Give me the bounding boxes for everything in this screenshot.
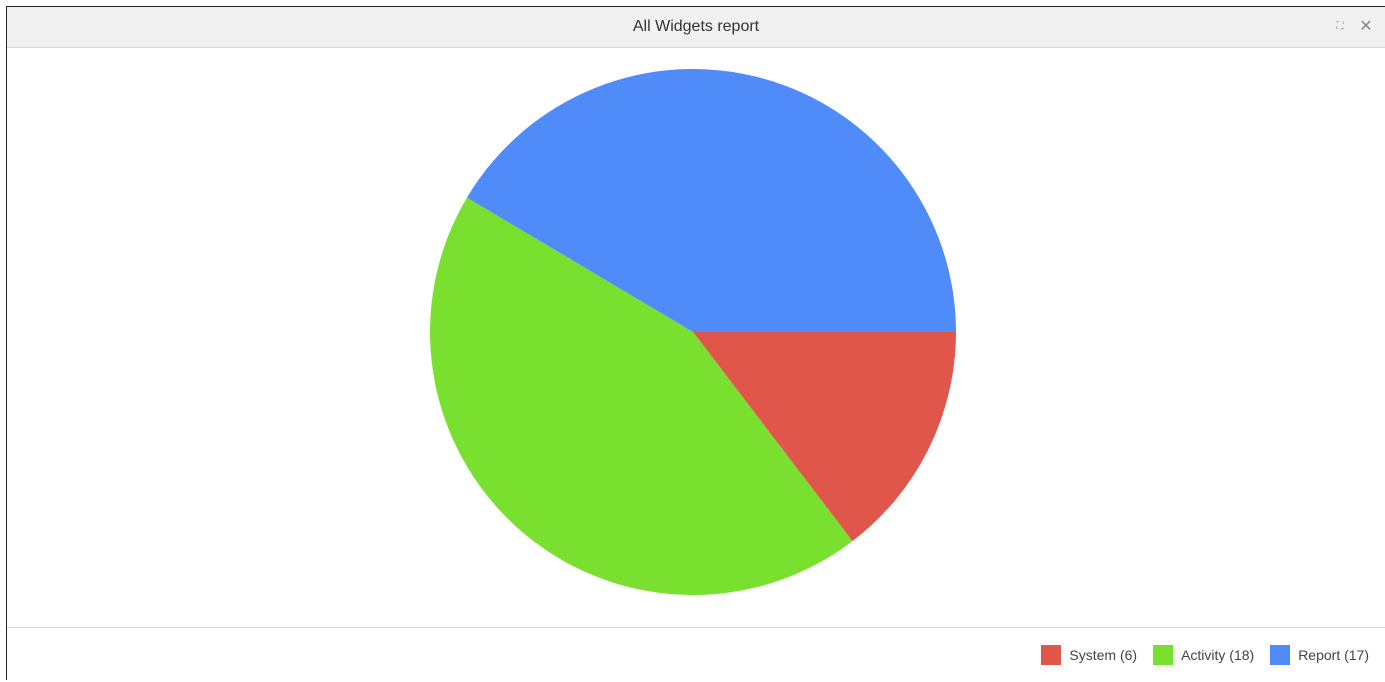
legend-label: System (6) xyxy=(1069,647,1138,663)
close-icon[interactable]: ✕ xyxy=(1359,18,1373,35)
legend-swatch xyxy=(1153,645,1174,665)
legend-item-report[interactable]: Report (17) xyxy=(1270,645,1369,665)
legend-label: Activity (18) xyxy=(1181,647,1255,663)
legend-swatch xyxy=(1270,645,1291,665)
legend-label: Report (17) xyxy=(1298,647,1369,663)
pie-chart xyxy=(429,68,956,595)
legend-item-activity[interactable]: Activity (18) xyxy=(1153,645,1254,665)
panel-title: All Widgets report xyxy=(632,18,760,35)
panel-header: All Widgets report ⛶ ✕ xyxy=(7,7,1385,48)
expand-icon[interactable]: ⛶ xyxy=(1336,21,1344,32)
chart-legend: System (6) Activity (18) Report (17) xyxy=(1025,645,1369,665)
legend-swatch xyxy=(1041,645,1062,665)
legend-bar: System (6) Activity (18) Report (17) xyxy=(7,627,1385,682)
widget-panel: All Widgets report ⛶ ✕ System (6) Activit… xyxy=(6,6,1385,680)
legend-item-system[interactable]: System (6) xyxy=(1041,645,1137,665)
pie-slice-activity[interactable] xyxy=(429,197,853,595)
pie-slice-system[interactable] xyxy=(693,332,956,542)
pie-slice-report[interactable] xyxy=(466,68,956,332)
chart-area xyxy=(7,48,1385,627)
